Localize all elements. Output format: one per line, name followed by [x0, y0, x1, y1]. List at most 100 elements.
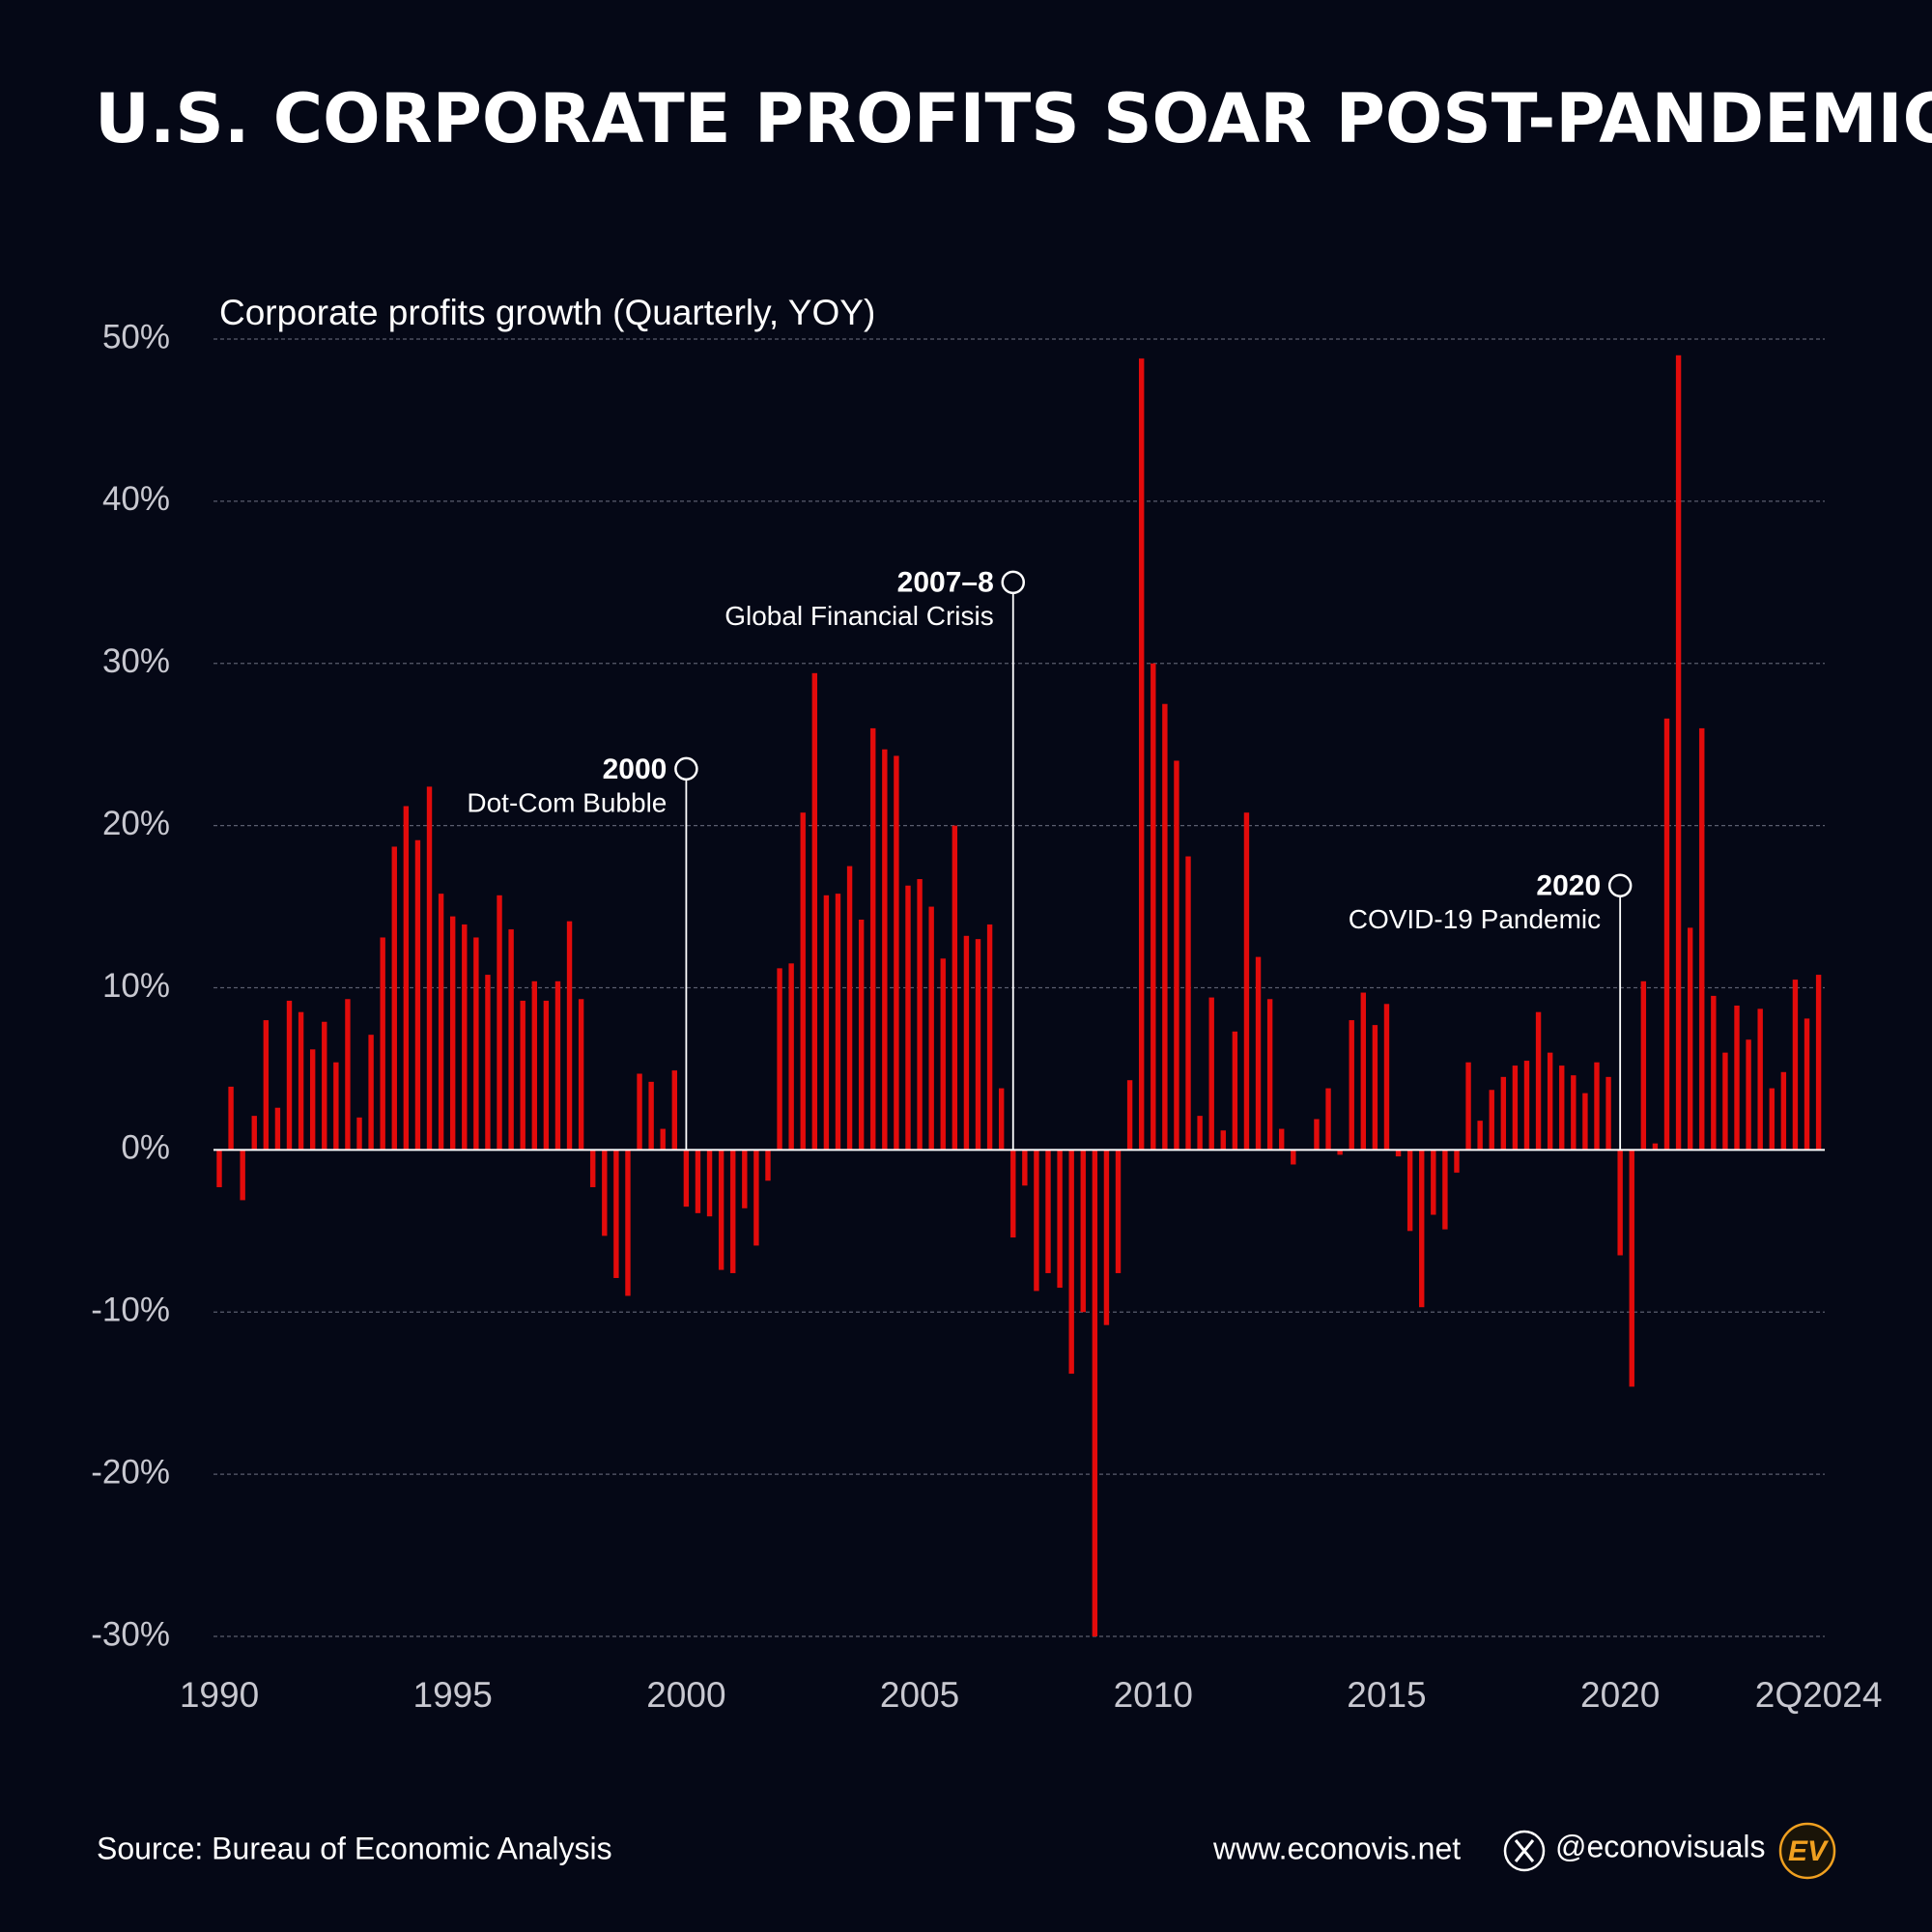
bar: [1804, 1018, 1810, 1151]
bar: [1349, 1020, 1354, 1151]
bar: [473, 937, 479, 1151]
bar: [566, 921, 573, 1151]
social-handle[interactable]: @econovisuals: [1555, 1829, 1765, 1863]
bar: [1699, 727, 1705, 1151]
bar: [578, 999, 584, 1151]
bar: [858, 919, 865, 1151]
bar: [543, 1000, 550, 1151]
bar: [952, 825, 958, 1151]
bar: [894, 755, 899, 1151]
bar: [1640, 980, 1647, 1151]
bar: [660, 1128, 666, 1151]
bar: [742, 1150, 748, 1208]
bar: [1792, 980, 1799, 1151]
bar: [1325, 1088, 1331, 1151]
bar: [730, 1150, 736, 1273]
bar: [870, 727, 876, 1151]
bar: [882, 749, 888, 1151]
bar: [1629, 1150, 1634, 1387]
bar: [1547, 1052, 1553, 1151]
bar: [1571, 1075, 1577, 1151]
bar: [403, 806, 410, 1151]
x-tick-label: 1995: [413, 1675, 493, 1715]
bar: [788, 963, 794, 1151]
bar: [309, 1049, 316, 1151]
bar: [625, 1150, 631, 1296]
bar: [345, 999, 351, 1151]
bar: [846, 866, 853, 1151]
bar: [1138, 358, 1145, 1151]
bar: [1523, 1061, 1530, 1151]
bar: [975, 939, 981, 1151]
bar: [695, 1150, 701, 1213]
annotation-marker: [1607, 873, 1633, 897]
bar: [497, 895, 502, 1151]
bar: [520, 1000, 526, 1151]
bar: [1780, 1071, 1787, 1151]
annotation-marker: [1001, 570, 1026, 595]
bar: [298, 1011, 304, 1151]
x-tick-label: 1990: [180, 1675, 259, 1715]
bar: [765, 1150, 771, 1181]
bar: [1208, 997, 1214, 1151]
bar: [1162, 703, 1168, 1151]
y-tick-label: 10%: [102, 967, 170, 1005]
bar: [531, 980, 537, 1151]
bar: [1477, 1121, 1483, 1151]
social-icon: [1503, 1830, 1546, 1872]
bar: [1232, 1031, 1238, 1151]
bar: [1291, 1150, 1296, 1165]
y-tick-label: 40%: [102, 480, 170, 518]
bar: [426, 786, 433, 1151]
bar: [1815, 975, 1822, 1151]
bar: [1512, 1065, 1519, 1151]
bar: [1769, 1088, 1775, 1151]
logo-badge: [1778, 1822, 1836, 1880]
bar: [508, 929, 514, 1151]
annotation-label: 2000: [603, 753, 668, 785]
bar: [1243, 812, 1250, 1151]
bar: [1395, 1150, 1402, 1157]
bar: [1535, 1011, 1542, 1151]
bar: [1465, 1062, 1471, 1151]
bar: [286, 1000, 293, 1151]
y-tick-label: -30%: [91, 1615, 170, 1653]
chart-title: U.S. CORPORATE PROFITS SOAR POST-PANDEMI…: [95, 79, 1932, 158]
bar: [1711, 995, 1717, 1151]
bar: [998, 1088, 1005, 1151]
bar: [1605, 1076, 1611, 1151]
bar: [1594, 1062, 1600, 1151]
bar: [485, 975, 491, 1151]
bar: [462, 924, 468, 1151]
website[interactable]: www.econovis.net: [1212, 1831, 1461, 1865]
bar: [263, 1020, 270, 1151]
annotation-text: Dot-Com Bubble: [467, 787, 667, 817]
bar: [963, 935, 970, 1151]
bar: [1582, 1093, 1588, 1151]
bar: [671, 1070, 678, 1151]
bar: [683, 1150, 690, 1208]
x-tick-label: 2Q2024: [1755, 1675, 1883, 1715]
bar: [753, 1150, 759, 1246]
bar: [648, 1081, 654, 1151]
bar: [917, 879, 923, 1151]
bar: [322, 1021, 327, 1151]
bar: [1034, 1150, 1039, 1292]
bar: [1419, 1150, 1425, 1308]
bar: [1746, 1039, 1751, 1151]
bar: [1722, 1052, 1728, 1151]
bar: [1489, 1090, 1494, 1151]
x-tick-label: 2015: [1347, 1675, 1426, 1715]
x-tick-label: 2005: [880, 1675, 959, 1715]
bar: [1454, 1150, 1460, 1173]
bar: [368, 1035, 374, 1151]
bar: [613, 1150, 619, 1278]
annotation-text: Global Financial Crisis: [724, 601, 994, 631]
bar: [216, 1150, 222, 1187]
bar: [706, 1150, 713, 1217]
y-tick-label: -10%: [91, 1292, 170, 1329]
bar: [718, 1150, 724, 1270]
bar: [1372, 1025, 1378, 1151]
bar: [811, 672, 818, 1151]
bar: [1092, 1150, 1098, 1636]
